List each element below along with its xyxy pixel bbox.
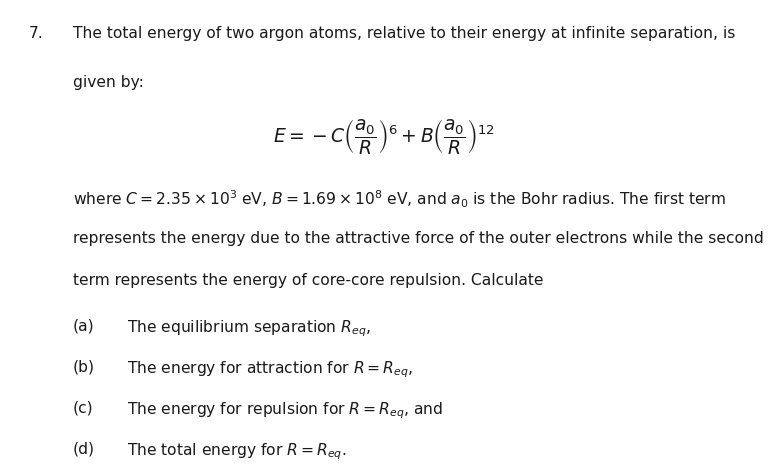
Text: (b): (b): [73, 360, 95, 375]
Text: given by:: given by:: [73, 75, 144, 90]
Text: term represents the energy of core-core repulsion. Calculate: term represents the energy of core-core …: [73, 273, 544, 288]
Text: (a): (a): [73, 319, 94, 334]
Text: (c): (c): [73, 401, 94, 416]
Text: $E = -C\left(\dfrac{a_0}{R}\right)^{6} + B\left(\dfrac{a_0}{R}\right)^{12}$: $E = -C\left(\dfrac{a_0}{R}\right)^{6} +…: [273, 117, 495, 157]
Text: (d): (d): [73, 442, 95, 457]
Text: 7.: 7.: [29, 26, 44, 41]
Text: represents the energy due to the attractive force of the outer electrons while t: represents the energy due to the attract…: [73, 231, 763, 246]
Text: where $C = 2.35 \times 10^3$ eV, $B = 1.69 \times 10^8$ eV, and $a_0$ is the Boh: where $C = 2.35 \times 10^3$ eV, $B = 1.…: [73, 189, 726, 210]
Text: The total energy for $R = R_{eq}$.: The total energy for $R = R_{eq}$.: [127, 442, 346, 462]
Text: The energy for attraction for $R = R_{eq}$,: The energy for attraction for $R = R_{eq…: [127, 360, 413, 380]
Text: The equilibrium separation $R_{eq}$,: The equilibrium separation $R_{eq}$,: [127, 319, 371, 339]
Text: The energy for repulsion for $R = R_{eq}$, and: The energy for repulsion for $R = R_{eq}…: [127, 401, 443, 421]
Text: The total energy of two argon atoms, relative to their energy at infinite separa: The total energy of two argon atoms, rel…: [73, 26, 735, 41]
